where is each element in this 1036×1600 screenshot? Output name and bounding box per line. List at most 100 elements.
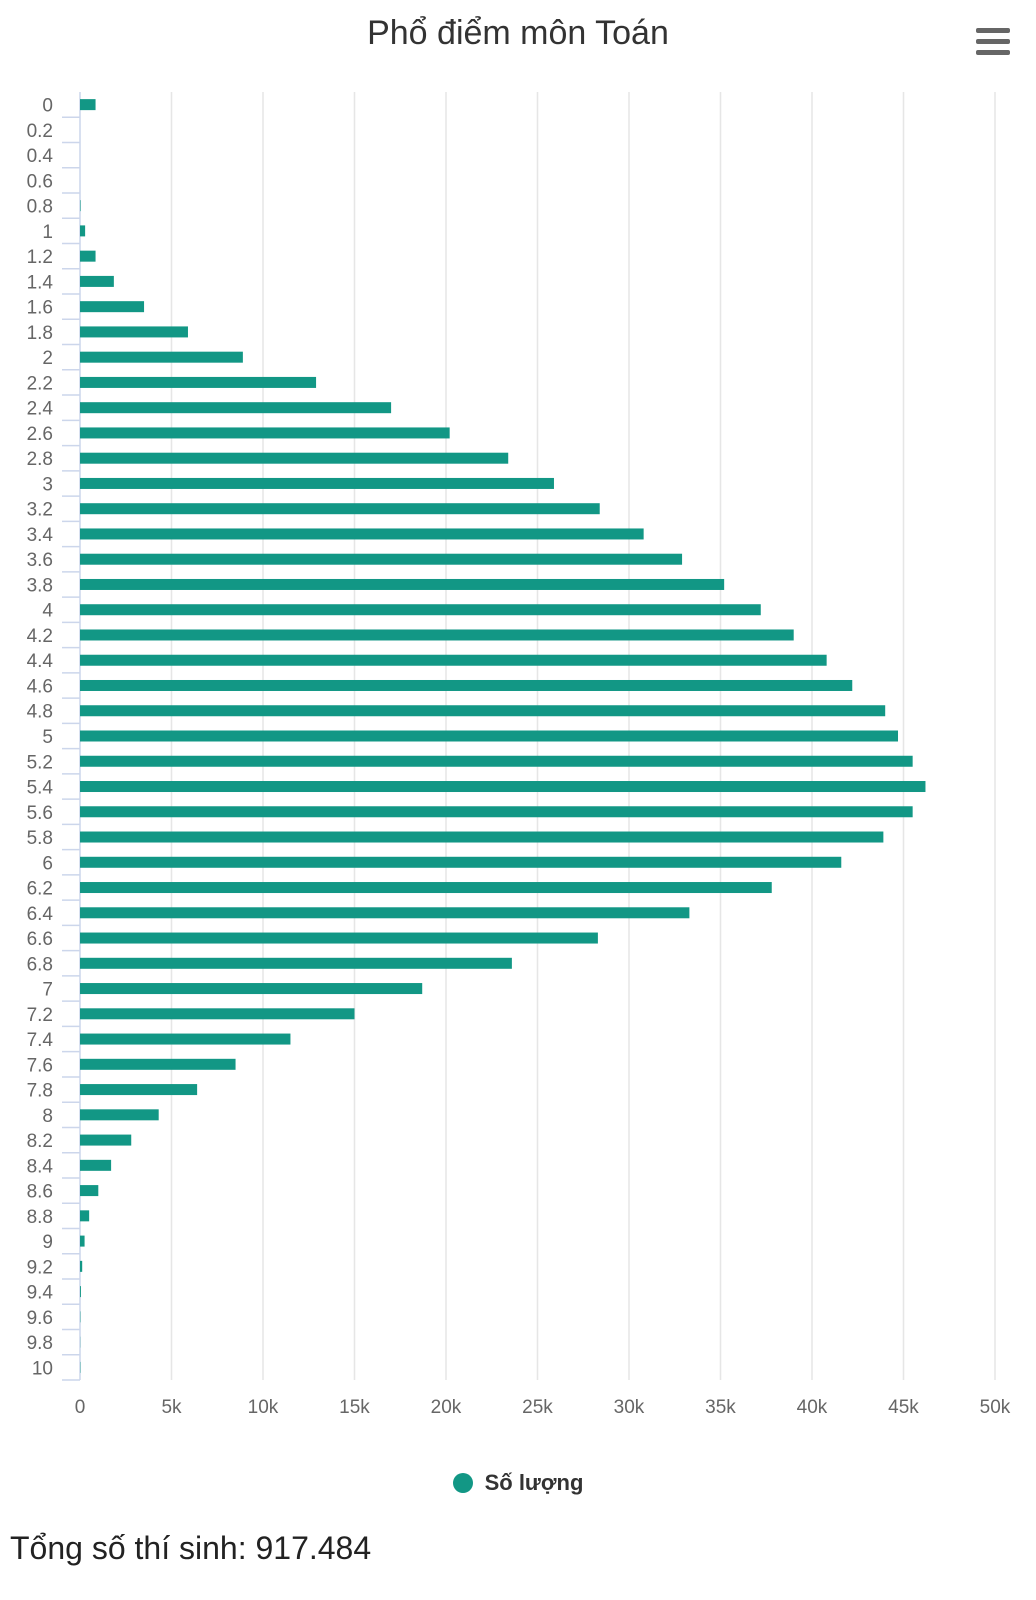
- y-tick-label: 7.6: [27, 1055, 53, 1076]
- bar: [80, 503, 600, 515]
- x-tick-label: 50k: [980, 1397, 1011, 1418]
- y-tick-label: 3: [42, 474, 53, 495]
- y-tick-label: 7: [42, 980, 53, 1001]
- y-tick-label: 5.2: [27, 752, 53, 773]
- bar: [80, 1134, 132, 1146]
- y-tick-label: 6.4: [27, 904, 54, 925]
- bar: [80, 781, 926, 793]
- legend-label: Số lượng: [484, 1470, 584, 1495]
- y-tick-label: 7.4: [27, 1030, 54, 1051]
- y-tick-label: 4.4: [27, 651, 54, 672]
- bar: [80, 1008, 355, 1020]
- bar: [80, 275, 114, 287]
- x-tick-label: 15k: [339, 1397, 370, 1418]
- bar: [80, 705, 886, 717]
- y-tick-label: 2.6: [27, 424, 53, 445]
- x-tick-label: 0: [75, 1397, 86, 1418]
- bar: [80, 806, 913, 818]
- y-tick-label: 9.8: [27, 1333, 53, 1354]
- bar: [80, 907, 690, 919]
- bar: [80, 1210, 90, 1222]
- y-tick-label: 0.6: [27, 171, 53, 192]
- bar: [80, 528, 644, 540]
- y-tick-label: 0.4: [27, 146, 54, 167]
- x-tick-label: 10k: [248, 1397, 279, 1418]
- bar-chart: 0 5k 10k 15k 20k 25k 30k 35k 40k 45k 50k 0 0.2 0.4 0.6…: [27, 92, 1011, 1418]
- y-tick-label: 8.2: [27, 1131, 53, 1152]
- bar: [80, 1185, 99, 1197]
- bar: [80, 452, 509, 464]
- bar: [80, 427, 450, 439]
- hamburger-menu-icon[interactable]: [976, 28, 1010, 56]
- y-tick-label: 1: [42, 222, 53, 243]
- y-tick-label: 6.2: [27, 879, 53, 900]
- y-tick-label: 2.2: [27, 373, 53, 394]
- y-tick-label: 9.2: [27, 1257, 53, 1278]
- bar: [80, 402, 392, 414]
- legend[interactable]: Số lượng: [0, 1470, 1036, 1496]
- bar: [80, 957, 512, 969]
- y-tick-label: 3.8: [27, 575, 53, 596]
- y-tick-label: 8.6: [27, 1182, 53, 1203]
- bar: [80, 654, 827, 666]
- y-tick-label: 8: [42, 1106, 53, 1127]
- legend-marker: [452, 1473, 473, 1493]
- bar: [80, 1260, 83, 1272]
- bar: [80, 1286, 81, 1298]
- bar: [80, 578, 725, 590]
- y-tick-label: 9: [42, 1232, 53, 1253]
- y-tick-label: 0.8: [27, 197, 53, 218]
- y-tick-label: 6.8: [27, 954, 53, 975]
- y-tick-label: 7.8: [27, 1081, 53, 1102]
- bar: [80, 225, 86, 237]
- bar: [80, 351, 243, 363]
- y-tick-label: 0.2: [27, 121, 53, 142]
- bar: [80, 1109, 159, 1121]
- y-tick-label: 1.2: [27, 247, 53, 268]
- x-tick-label: 45k: [888, 1397, 919, 1418]
- y-tick-label: 4.6: [27, 676, 53, 697]
- y-tick-label: 5.6: [27, 803, 53, 824]
- chart-title: Phổ điểm môn Toán: [367, 14, 669, 52]
- bar: [80, 932, 598, 944]
- y-tick-label: 1.8: [27, 323, 53, 344]
- bar: [80, 1084, 198, 1096]
- y-tick-label: 3.4: [27, 525, 54, 546]
- y-tick-label: 1.6: [27, 298, 53, 319]
- y-tick-label: 4.2: [27, 626, 53, 647]
- y-tick-label: 3.2: [27, 500, 53, 521]
- bar: [80, 604, 761, 616]
- y-tick-label: 0: [42, 96, 53, 117]
- bar: [80, 1033, 291, 1045]
- bar: [80, 882, 772, 894]
- y-tick-label: 6: [42, 853, 53, 874]
- y-tick-label: 2.8: [27, 449, 53, 470]
- bar: [80, 301, 145, 313]
- bar: [80, 983, 423, 995]
- bar: [80, 679, 853, 691]
- y-tick-label: 4: [42, 601, 53, 622]
- y-tick-label: 1.4: [27, 272, 54, 293]
- y-tick-label: 4.8: [27, 702, 53, 723]
- bar: [80, 99, 96, 111]
- bar: [80, 477, 554, 489]
- bar: [80, 730, 899, 742]
- y-tick-label: 2.4: [27, 399, 54, 420]
- bar: [80, 553, 683, 565]
- y-tick-label: 5.4: [27, 778, 54, 799]
- bar: [80, 856, 842, 868]
- bar: [80, 326, 188, 338]
- y-tick-label: 8.8: [27, 1207, 53, 1228]
- bar: [80, 1159, 112, 1171]
- y-tick-label: 6.6: [27, 929, 53, 950]
- y-tick-label: 7.2: [27, 1005, 53, 1026]
- bar: [80, 755, 913, 767]
- y-tick-label: 9.4: [27, 1283, 54, 1304]
- x-tick-label: 20k: [431, 1397, 462, 1418]
- x-tick-label: 40k: [797, 1397, 828, 1418]
- x-tick-label: 35k: [705, 1397, 736, 1418]
- bar: [80, 200, 81, 212]
- bar: [80, 376, 317, 388]
- x-tick-label: 5k: [161, 1397, 182, 1418]
- total-candidates: Tổng số thí sinh: 917.484: [10, 1530, 372, 1566]
